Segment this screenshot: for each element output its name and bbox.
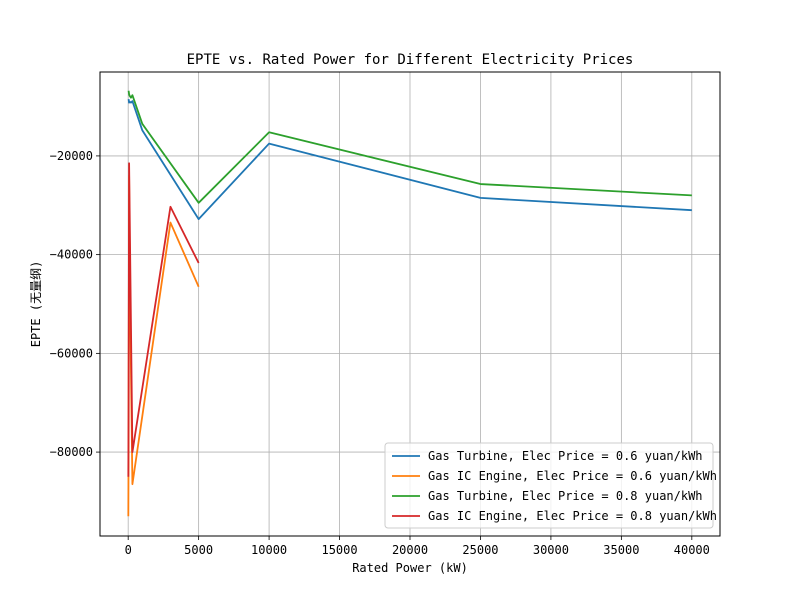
x-tick-label: 25000 [462, 543, 498, 557]
x-tick-label: 10000 [251, 543, 287, 557]
y-axis-ticks: −80000 −60000 −40000 −20000 [50, 149, 100, 459]
legend-box [384, 442, 714, 529]
chart-title: EPTE vs. Rated Power for Different Elect… [187, 52, 634, 68]
legend-label-4: Gas IC Engine, Elec Price = 0.8 yuan/kWh [428, 509, 717, 523]
plot-area [127, 90, 692, 517]
x-tick-label: 40000 [674, 543, 710, 557]
y-axis-label: EPTE (无量纲) [29, 261, 43, 348]
y-tick-label: −40000 [50, 248, 93, 262]
x-tick-label: 35000 [603, 543, 639, 557]
x-axis-label: Rated Power (kW) [352, 561, 468, 575]
legend-label-2: Gas IC Engine, Elec Price = 0.6 yuan/kWh [428, 469, 717, 483]
x-tick-label: 20000 [392, 543, 428, 557]
y-tick-label: −80000 [50, 445, 93, 459]
legend: Gas Turbine, Elec Price = 0.6 yuan/kWh Ga… [384, 442, 717, 529]
x-axis-ticks: 0 5000 10000 15000 20000 25000 30000 35000 40000 [125, 536, 710, 557]
y-tick-label: −20000 [50, 149, 93, 163]
series-line-3 [127, 90, 692, 204]
legend-label-1: Gas Turbine, Elec Price = 0.6 yuan/kWh [428, 449, 703, 463]
series-line-4 [127, 162, 200, 477]
legend-items: Gas Turbine, Elec Price = 0.6 yuan/kWh Ga… [392, 449, 717, 523]
series-line-1 [127, 99, 692, 221]
x-tick-label: 30000 [533, 543, 569, 557]
x-tick-label: 15000 [321, 543, 357, 557]
x-tick-label: 0 [125, 543, 132, 557]
x-tick-label: 5000 [184, 543, 213, 557]
legend-label-3: Gas Turbine, Elec Price = 0.8 yuan/kWh [428, 489, 703, 503]
y-tick-label: −60000 [50, 346, 93, 360]
